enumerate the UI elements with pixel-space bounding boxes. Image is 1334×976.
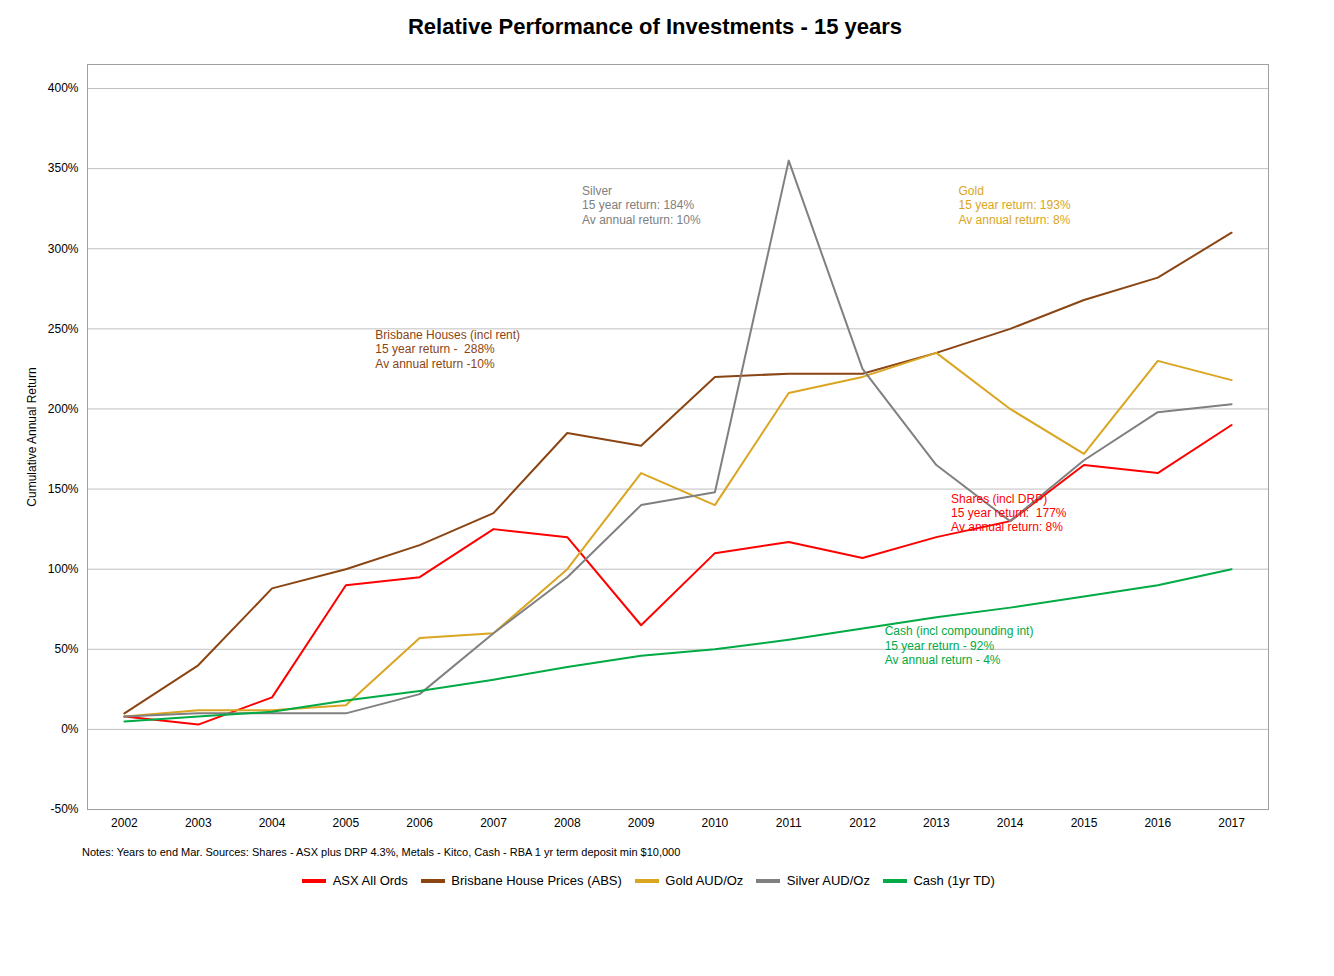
html-text:Gold AUD/Oz: Gold AUD/Oz [665,873,744,888]
svg-text:2008: 2008 [554,816,581,830]
svg-text:2004: 2004 [259,816,286,830]
html-text:Silver AUD/Oz: Silver AUD/Oz [786,873,870,888]
svg-text:2003: 2003 [185,816,212,830]
svg-text:0%: 0% [61,722,79,736]
svg-text:50%: 50% [54,642,78,656]
svg-text:2002: 2002 [111,816,138,830]
svg-text:250%: 250% [48,322,79,336]
svg-text:Cash (incl compounding int)15: Cash (incl compounding int)15 year retur… [885,624,1034,667]
svg-text:150%: 150% [48,482,79,496]
svg-text:2011: 2011 [776,816,802,830]
svg-text:300%: 300% [48,242,79,256]
html-text:ASX All Ords: ASX All Ords [332,873,408,888]
html-text:Cash (1yr TD): Cash (1yr TD) [913,873,995,888]
svg-text:2007: 2007 [480,816,507,830]
svg-text:2016: 2016 [1144,816,1171,830]
html-text:Notes: Years to end Mar. Sourc: Notes: Years to end Mar. Sources: Shares… [82,846,681,858]
svg-text:2015: 2015 [1071,816,1098,830]
svg-text:2005: 2005 [332,816,359,830]
svg-text:2010: 2010 [702,816,729,830]
svg-text:200%: 200% [48,402,79,416]
html-text:Relative Performance of Invest: Relative Performance of Investments - 15… [408,14,902,39]
svg-text:Silver15 year return: 184%Av a: Silver15 year return: 184%Av annual retu… [582,184,701,227]
svg-text:-50%: -50% [50,802,78,816]
svg-text:Cumulative Annual Return: Cumulative Annual Return [25,367,39,506]
svg-text:2009: 2009 [628,816,655,830]
svg-text:2012: 2012 [849,816,876,830]
html-text:Brisbane House Prices (ABS): Brisbane House Prices (ABS) [451,873,622,888]
svg-text:Shares (incl DRP)15 year retur: Shares (incl DRP)15 year return: 177%Av … [951,491,1067,534]
svg-text:Gold15 year return: 193%Av ann: Gold15 year return: 193%Av annual return… [958,184,1070,227]
svg-text:2017: 2017 [1218,816,1245,830]
svg-text:350%: 350% [48,161,79,175]
svg-text:400%: 400% [48,81,79,95]
svg-text:Brisbane Houses (incl rent)15: Brisbane Houses (incl rent)15 year retur… [375,328,520,371]
svg-text:2014: 2014 [997,816,1024,830]
svg-text:2013: 2013 [923,816,950,830]
svg-text:2006: 2006 [406,816,433,830]
svg-text:100%: 100% [48,562,79,576]
